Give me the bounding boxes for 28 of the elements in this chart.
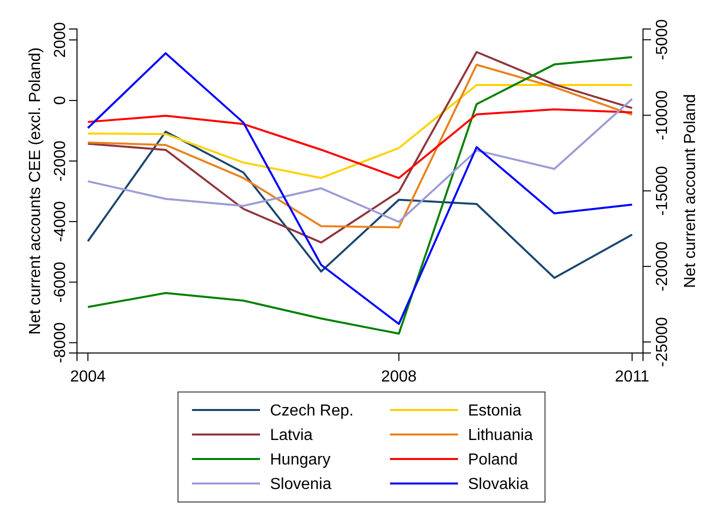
y-tick-label: -6000	[52, 262, 69, 303]
legend-label: Slovakia	[468, 476, 529, 494]
y2-tick-label: -5000	[654, 19, 671, 60]
y-tick-label: -4000	[52, 201, 69, 242]
y-tick-label: -2000	[52, 140, 69, 182]
y-tick-label: 2000	[52, 22, 69, 58]
legend-label: Poland	[468, 452, 518, 469]
y2-tick-label: -25000	[654, 316, 671, 367]
x-tick-label: 2004	[70, 368, 106, 386]
y-tick-label: -8000	[52, 322, 69, 364]
y-axis-title: Net current accounts CEE (excl. Poland)	[27, 47, 44, 335]
y2-tick-label: -10000	[654, 90, 671, 140]
legend-label: Latvia	[270, 427, 313, 444]
legend-label: Slovenia	[270, 476, 332, 494]
y2-tick-label: -20000	[654, 241, 671, 292]
x-tick-label: 2011	[614, 368, 650, 386]
line-series	[86, 130, 634, 279]
line-series	[86, 84, 634, 179]
y-tick-label: 0	[52, 96, 69, 105]
x-tick-label: 2008	[381, 368, 417, 386]
line-series	[86, 98, 634, 223]
y2-tick-label: -15000	[654, 166, 671, 216]
line-series	[86, 108, 634, 180]
y2-axis-title: Net current account Poland	[682, 94, 699, 288]
legend-label: Lithuania	[468, 427, 534, 444]
legend-label: Czech Rep.	[270, 402, 354, 420]
legend-label: Estonia	[468, 402, 522, 420]
legend-label: Hungary	[270, 452, 330, 469]
